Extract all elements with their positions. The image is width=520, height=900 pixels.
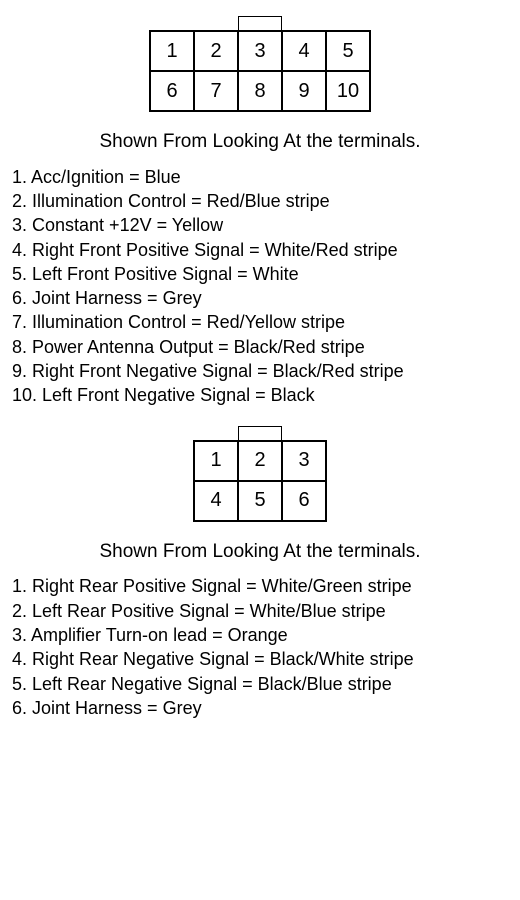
- pin-list-item: 9. Right Front Negative Signal = Black/R…: [12, 359, 512, 383]
- pin-list-item: 10. Left Front Negative Signal = Black: [12, 383, 512, 407]
- pin-cell: 6: [282, 481, 326, 521]
- pin-cell: 1: [150, 31, 194, 71]
- connector-2-grid: 123 456: [193, 440, 327, 522]
- pin-list-item: 4. Right Rear Negative Signal = Black/Wh…: [12, 647, 512, 671]
- pin-cell: 2: [194, 31, 238, 71]
- pin-list-item: 6. Joint Harness = Grey: [12, 696, 512, 720]
- pin-cell: 3: [282, 441, 326, 481]
- connector-2-tab: [238, 426, 282, 440]
- pin-list-item: 1. Right Rear Positive Signal = White/Gr…: [12, 574, 512, 598]
- pin-list-item: 5. Left Rear Negative Signal = Black/Blu…: [12, 672, 512, 696]
- pin-list-item: 1. Acc/Ignition = Blue: [12, 165, 512, 189]
- pin-cell: 5: [238, 481, 282, 521]
- connector-1-tab: [238, 16, 282, 30]
- pin-cell: 8: [238, 71, 282, 111]
- connector-1-caption: Shown From Looking At the terminals.: [8, 130, 512, 155]
- pin-cell: 6: [150, 71, 194, 111]
- pin-cell: 3: [238, 31, 282, 71]
- connector-2-diagram: 123 456: [8, 426, 512, 522]
- connector-2-caption: Shown From Looking At the terminals.: [8, 540, 512, 565]
- pin-list-item: 4. Right Front Positive Signal = White/R…: [12, 238, 512, 262]
- connector-1-grid: 12345 678910: [149, 30, 371, 112]
- pin-cell: 10: [326, 71, 370, 111]
- pin-list-item: 3. Amplifier Turn-on lead = Orange: [12, 623, 512, 647]
- pin-list-item: 3. Constant +12V = Yellow: [12, 213, 512, 237]
- pin-cell: 5: [326, 31, 370, 71]
- pin-list-item: 2. Illumination Control = Red/Blue strip…: [12, 189, 512, 213]
- pin-list-item: 6. Joint Harness = Grey: [12, 286, 512, 310]
- pin-cell: 2: [238, 441, 282, 481]
- pin-cell: 4: [282, 31, 326, 71]
- connector-2-list: 1. Right Rear Positive Signal = White/Gr…: [8, 574, 512, 720]
- connector-1-list: 1. Acc/Ignition = Blue2. Illumination Co…: [8, 165, 512, 408]
- pin-list-item: 2. Left Rear Positive Signal = White/Blu…: [12, 599, 512, 623]
- pin-cell: 1: [194, 441, 238, 481]
- pin-list-item: 5. Left Front Positive Signal = White: [12, 262, 512, 286]
- pin-cell: 9: [282, 71, 326, 111]
- pin-list-item: 7. Illumination Control = Red/Yellow str…: [12, 310, 512, 334]
- pin-cell: 7: [194, 71, 238, 111]
- connector-1-diagram: 12345 678910: [8, 16, 512, 112]
- pin-cell: 4: [194, 481, 238, 521]
- pin-list-item: 8. Power Antenna Output = Black/Red stri…: [12, 335, 512, 359]
